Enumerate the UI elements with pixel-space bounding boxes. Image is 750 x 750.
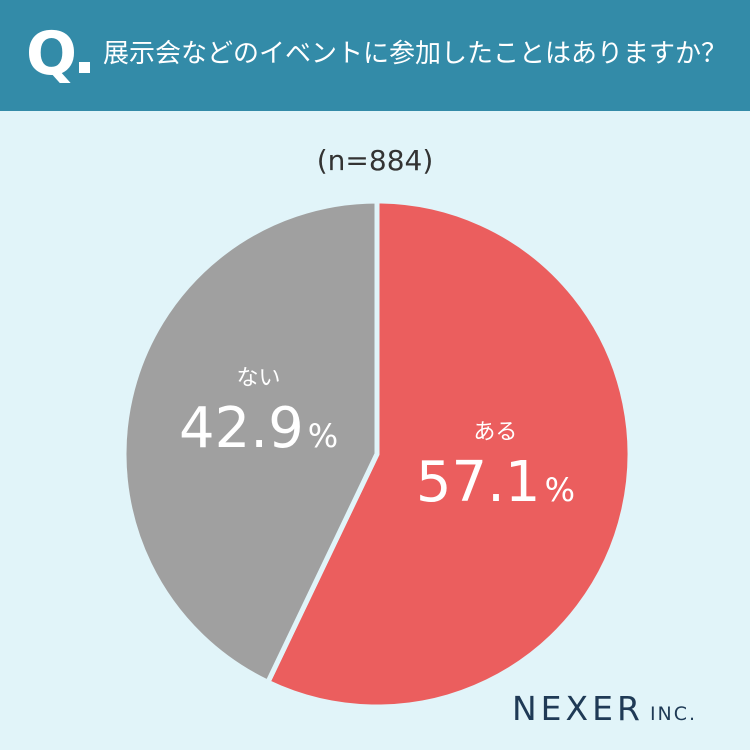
question-text: 展示会などのイベントに参加したことはありますか？ bbox=[103, 39, 728, 69]
brand-suffix: INC. bbox=[649, 703, 698, 725]
slice-label: ある bbox=[473, 420, 517, 445]
header-bar: Q 展示会などのイベントに参加したことはありますか？ bbox=[0, 0, 750, 111]
pie-slice-no bbox=[121, 198, 380, 685]
slice-value: 57.1% bbox=[416, 450, 575, 515]
pie-slice-yes bbox=[265, 198, 633, 710]
question-mark-label: Q bbox=[26, 19, 78, 89]
slice-label: ない bbox=[237, 366, 281, 391]
question-dot-icon bbox=[79, 62, 90, 73]
sample-size: (n=884) bbox=[316, 144, 434, 177]
brand-name: NEXER bbox=[512, 689, 644, 728]
slice-value: 42.9% bbox=[179, 396, 338, 461]
brand-logo: NEXER INC. bbox=[512, 689, 697, 728]
